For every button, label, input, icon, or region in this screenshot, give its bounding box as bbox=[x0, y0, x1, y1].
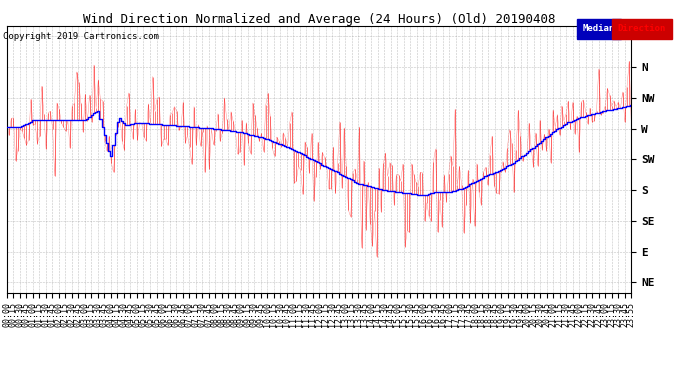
Text: Copyright 2019 Cartronics.com: Copyright 2019 Cartronics.com bbox=[3, 32, 159, 41]
Title: Wind Direction Normalized and Average (24 Hours) (Old) 20190408: Wind Direction Normalized and Average (2… bbox=[83, 13, 555, 26]
Text: Direction: Direction bbox=[618, 24, 666, 33]
Text: Median: Median bbox=[583, 24, 615, 33]
